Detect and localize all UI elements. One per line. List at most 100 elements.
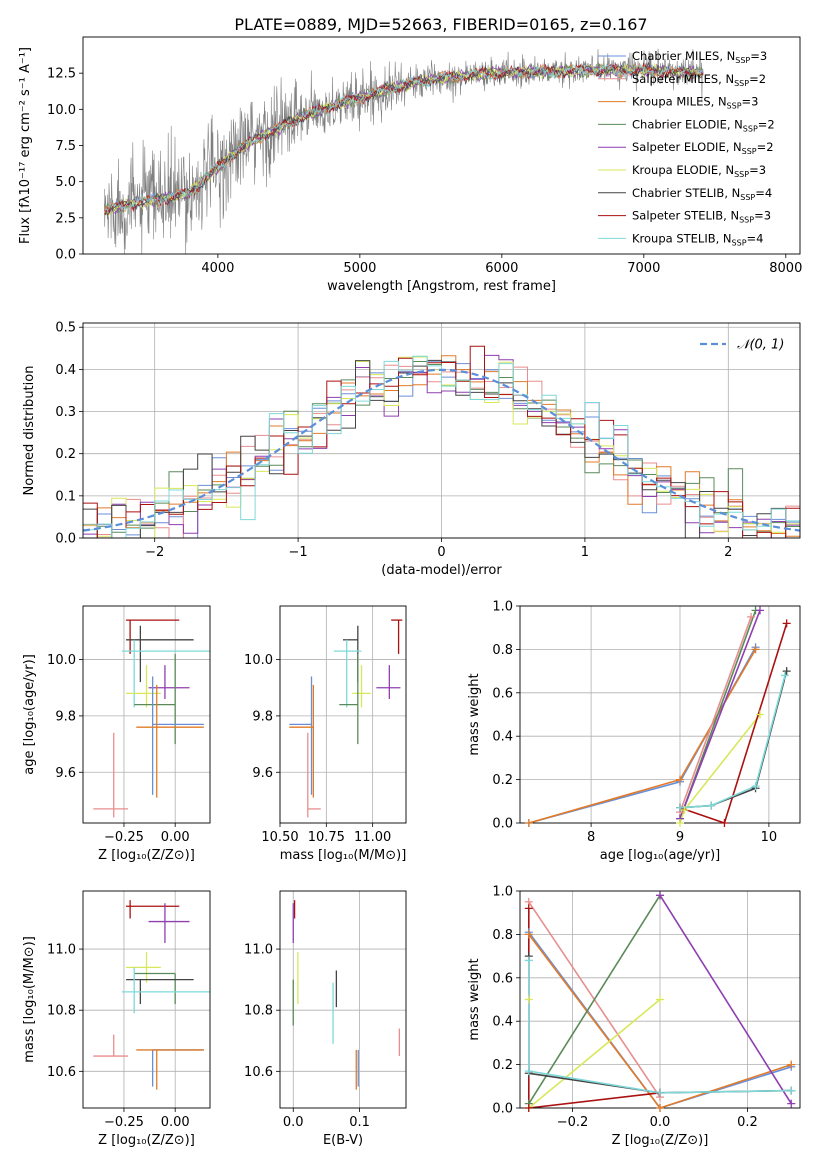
panel-mass-vs-Z: −0.25 0.00 10.6 10.8 11.0 Z [log₁₀(Z/Z⊙)] mass…: [22, 890, 211, 1148]
x-tick-label: 7000: [627, 261, 660, 276]
y-tick-label: 0.4: [492, 730, 513, 745]
y-axis-label: mass weight: [467, 673, 482, 755]
weight-series-line: [679, 623, 788, 823]
y-tick-label: 9.8: [55, 709, 76, 724]
weight-series-line: [528, 933, 792, 1108]
weight-series-line: [679, 670, 788, 809]
legend-entry: Salpeter STELIB, NSSP=3: [632, 209, 771, 225]
weight-series-line: [679, 616, 752, 813]
weight-marker: [656, 1104, 664, 1112]
legend-entry: Chabrier MILES, NSSP=3: [632, 49, 767, 65]
x-axis-label: Z [log₁₀(Z/Z⊙)]: [612, 1133, 709, 1148]
legend-entry: Salpeter MILES, NSSP=2: [632, 72, 766, 88]
model-spectrum: [104, 62, 704, 215]
x-tick-label: 9: [676, 830, 684, 845]
y-tick-label: 0.4: [55, 363, 76, 378]
weight-series-line: [528, 646, 757, 823]
errorbar-point: [148, 903, 190, 943]
weight-marker: [676, 775, 684, 784]
y-axis-label: Normed distribution: [22, 366, 37, 496]
x-tick-label: 2: [724, 545, 732, 560]
errorbar-point: [151, 1049, 204, 1087]
errorbar-point: [121, 967, 210, 1014]
weight-marker: [787, 1060, 796, 1069]
legend-entry: Kroupa MILES, NSSP=3: [632, 95, 758, 111]
y-axis-label: mass [log₁₀(M/M⊙)]: [22, 936, 37, 1063]
weight-marker: [751, 645, 760, 654]
legend-entry: 𝒩(0, 1): [737, 338, 784, 353]
weight-marker: [524, 930, 533, 939]
weight-marker: [720, 819, 729, 827]
legend-value: =2: [749, 72, 766, 86]
y-tick-label: 10.0: [47, 103, 76, 118]
axes-frame: [519, 605, 801, 824]
plot-area: [103, 48, 704, 254]
legend-value: =4: [755, 186, 772, 200]
legend-value: =3: [754, 209, 771, 223]
y-tick-label: 10.8: [244, 1004, 273, 1019]
x-axis-label: E(B-V): [323, 1133, 363, 1148]
weight-marker: [782, 619, 791, 628]
weight-marker: [756, 710, 764, 719]
axes-frame: [279, 605, 407, 824]
legend-subscript: SSP: [732, 238, 747, 247]
y-tick-label: 0.6: [492, 971, 513, 986]
plot-area: [292, 900, 401, 1090]
x-tick-label: 4000: [201, 261, 234, 276]
errorbar-point: [134, 653, 176, 745]
x-tick-label: 0.0: [283, 1115, 304, 1130]
weight-series-line: [659, 894, 792, 1105]
errorbar-point: [339, 653, 359, 745]
x-tick-label: 11.00: [354, 830, 391, 845]
x-axis-label: age [log₁₀(age/yr)]: [600, 848, 721, 863]
legend-entry: Kroupa ELODIE, NSSP=3: [632, 163, 766, 179]
weight-series-line: [528, 894, 661, 1105]
x-axis-label: mass [log₁₀(M/M⊙)]: [280, 848, 407, 863]
weight-marker: [524, 956, 533, 965]
y-tick-label: 1.0: [492, 885, 513, 900]
y-tick-label: 10.8: [47, 1004, 76, 1019]
y-tick-label: 9.6: [252, 766, 273, 781]
x-tick-label: 5000: [343, 261, 376, 276]
errorbar-point: [289, 684, 315, 798]
x-tick-label: 10.50: [261, 830, 298, 845]
x-axis-label: wavelength [Angstrom, rest frame]: [327, 279, 556, 294]
errorbar-point: [136, 684, 204, 798]
y-tick-label: 0.0: [492, 1102, 513, 1117]
legend-subscript: SSP: [743, 124, 758, 133]
axes-frame: [82, 890, 211, 1109]
legend-subscript: SSP: [734, 79, 749, 88]
y-tick-label: 0.3: [55, 405, 76, 420]
errorbar-point: [126, 665, 161, 708]
errorbar-point: [289, 676, 313, 795]
weight-marker: [787, 1099, 796, 1108]
x-tick-label: −0.25: [104, 830, 144, 845]
x-tick-label: 8: [587, 830, 595, 845]
y-tick-label: 0.2: [55, 447, 76, 462]
weight-marker: [751, 782, 760, 791]
model-spectrum: [104, 62, 704, 216]
y-tick-label: 0.6: [492, 686, 513, 701]
y-tick-label: 0.2: [492, 1058, 513, 1073]
legend-subscript: SSP: [727, 102, 742, 111]
y-tick-label: 10.0: [244, 653, 273, 668]
y-tick-label: 7.5: [55, 139, 76, 154]
x-tick-label: 8000: [769, 261, 802, 276]
weight-marker: [656, 891, 664, 900]
y-tick-label: 10.0: [47, 653, 76, 668]
x-tick-label: 0.2: [737, 1115, 758, 1130]
weight-series-line: [679, 675, 786, 809]
panel-weight-vs-age: 8 9 10 0.0 0.2 0.4 0.6 0.8 1.0 age [log₁₀(age/yr)…: [467, 600, 801, 863]
axes-frame: [279, 890, 407, 1109]
y-tick-label: 11.0: [244, 943, 273, 958]
legend-entry: Chabrier STELIB, NSSP=4: [632, 186, 772, 202]
weight-marker: [780, 671, 789, 680]
plot-area: [83, 345, 800, 538]
legend-value: =2: [757, 140, 774, 154]
y-tick-label: 0.4: [492, 1015, 513, 1030]
plot-area: [527, 894, 792, 1108]
x-tick-label: 0.1: [349, 1115, 370, 1130]
panel-spectrum: 4000 5000 6000 7000 8000 0.0 2.5 5.0 7.5 10.0 12.5…: [18, 36, 802, 294]
y-axis-label: Flux [fλ10⁻¹⁷ erg cm⁻² s⁻¹ A⁻¹]: [18, 47, 33, 244]
